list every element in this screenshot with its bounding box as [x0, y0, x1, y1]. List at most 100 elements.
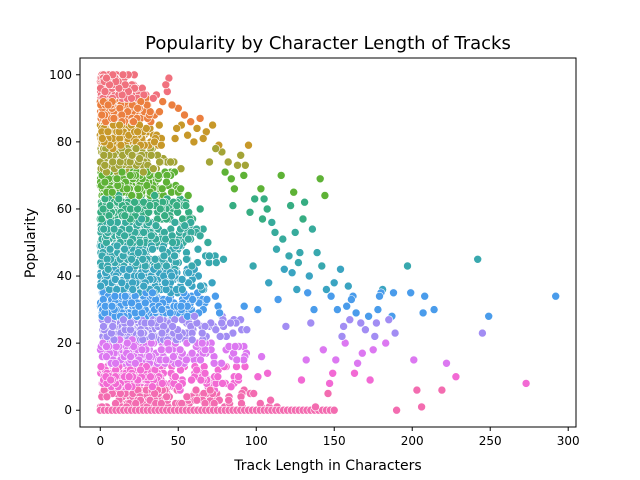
scatter-point: [109, 114, 119, 123]
scatter-point: [406, 288, 416, 298]
scatter-point: [159, 251, 169, 261]
scatter-point: [170, 134, 180, 143]
scatter-point: [98, 134, 107, 143]
scatter-point: [106, 218, 115, 227]
scatter-point: [184, 234, 193, 244]
scatter-point: [292, 285, 302, 294]
scatter-point: [329, 278, 339, 288]
scatter-point: [337, 332, 347, 341]
scatter-point: [110, 291, 120, 301]
scatter-point: [188, 295, 197, 304]
scatter-point: [103, 100, 113, 110]
scatter-point: [167, 100, 177, 110]
scatter-point: [150, 191, 159, 200]
scatter-point: [236, 151, 245, 160]
scatter-point: [279, 264, 289, 274]
scatter-point: [169, 352, 178, 361]
scatter-point: [197, 328, 207, 338]
scatter-point: [187, 375, 196, 385]
scatter-point: [156, 204, 165, 214]
scatter-point: [123, 338, 132, 348]
scatter-point: [191, 385, 201, 395]
scatter-point: [186, 117, 195, 126]
scatter-point: [207, 278, 217, 288]
scatter-point: [196, 355, 205, 365]
scatter-point: [117, 278, 127, 288]
scatter-point: [257, 352, 266, 361]
scatter-point: [451, 372, 461, 382]
scatter-point: [315, 174, 325, 184]
scatter-point: [137, 271, 146, 281]
scatter-point: [551, 291, 561, 301]
scatter-point: [304, 271, 314, 281]
scatter-point: [120, 211, 130, 220]
scatter-point: [226, 382, 236, 392]
scatter-point: [409, 355, 419, 365]
scatter-point: [119, 315, 128, 325]
scatter-point: [160, 211, 169, 220]
scatter-point: [149, 94, 158, 103]
scatter-point: [357, 348, 367, 358]
y-axis-ticks: 0 20 40 60 80 100: [49, 68, 80, 417]
scatter-point: [135, 238, 145, 247]
scatter-point: [318, 345, 328, 355]
scatter-point: [417, 402, 426, 412]
scatter-point: [99, 322, 108, 331]
scatter-point: [295, 248, 305, 257]
scatter-point: [172, 201, 182, 210]
scatter-point: [135, 154, 144, 163]
scatter-point: [142, 181, 152, 190]
scatter-point: [109, 224, 119, 234]
scatter-point: [375, 291, 384, 301]
scatter-point: [219, 254, 228, 264]
scatter-point: [180, 221, 189, 230]
scatter-point: [372, 318, 381, 328]
scatter-point: [370, 332, 380, 341]
scatter-point: [162, 261, 171, 271]
scatter-point: [329, 405, 339, 415]
scatter-point: [290, 228, 300, 237]
scatter-point: [326, 291, 336, 301]
scatter-point: [308, 224, 317, 234]
scatter-point: [211, 325, 221, 335]
scatter-point: [234, 372, 243, 382]
scatter-point: [264, 278, 274, 288]
scatter-point: [148, 382, 157, 392]
scatter-point: [136, 365, 145, 375]
scatter-point: [133, 127, 142, 137]
scatter-point: [157, 328, 167, 338]
scatter-point: [147, 332, 157, 341]
scatter-point: [192, 365, 201, 375]
scatter-point: [317, 261, 327, 271]
scatter-point: [248, 261, 258, 271]
scatter-point: [102, 73, 111, 83]
scatter-point: [98, 204, 108, 214]
scatter-point: [138, 254, 147, 264]
scatter-point: [112, 174, 122, 184]
scatter-point: [118, 70, 128, 80]
scatter-point: [239, 171, 249, 180]
scatter-point: [195, 231, 205, 241]
scatter-point: [223, 157, 233, 167]
scatter-point: [155, 315, 165, 325]
scatter-point: [258, 214, 267, 224]
scatter-point: [161, 80, 171, 90]
scatter-point: [125, 224, 134, 234]
scatter-point: [350, 368, 359, 378]
scatter-point: [351, 308, 361, 318]
scatter-point: [158, 379, 167, 388]
scatter-point: [147, 318, 156, 328]
scatter-point: [120, 244, 129, 254]
x-axis-label: Track Length in Characters: [233, 458, 421, 474]
x-tick-label: 300: [557, 434, 580, 448]
scatter-point: [281, 322, 291, 331]
scatter-point: [155, 157, 164, 167]
scatter-point: [148, 288, 157, 298]
scatter-point: [298, 214, 308, 224]
scatter-point: [211, 291, 220, 301]
scatter-point: [157, 305, 167, 314]
scatter-point: [211, 144, 220, 153]
scatter-point: [241, 161, 250, 170]
scatter-point: [230, 184, 239, 194]
